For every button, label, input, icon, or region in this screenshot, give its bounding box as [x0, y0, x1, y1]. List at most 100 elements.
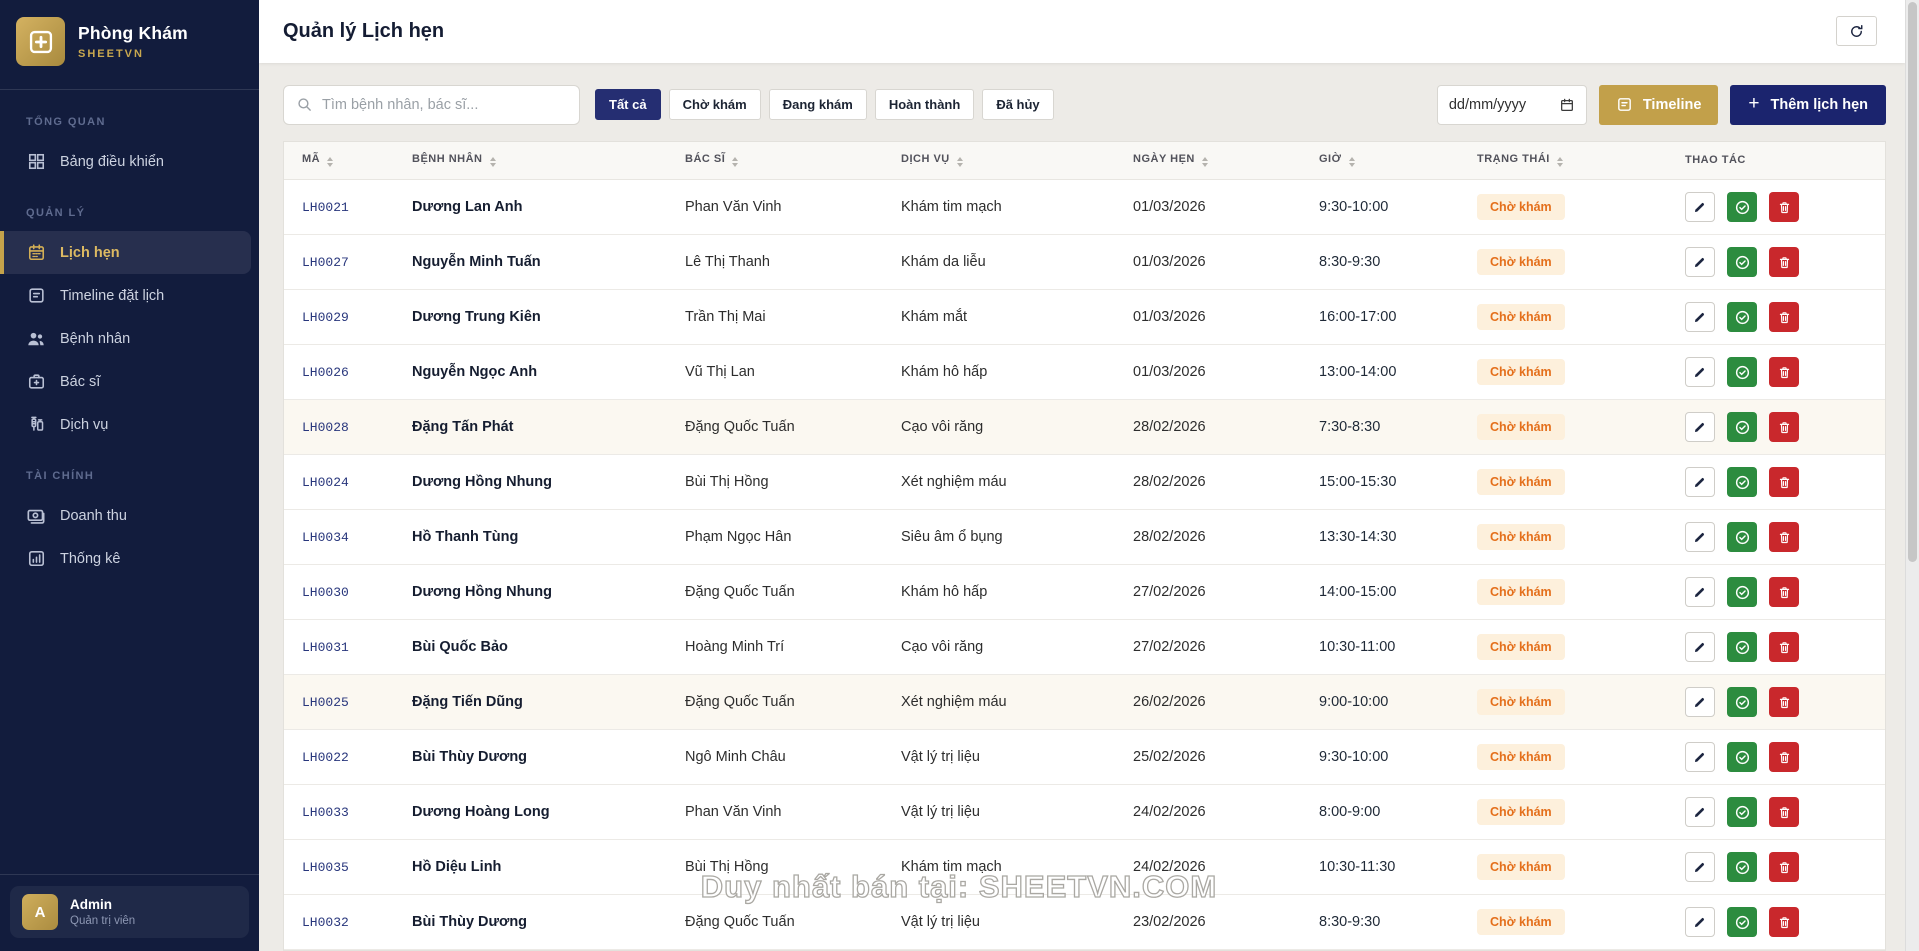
edit-button[interactable]: [1685, 742, 1715, 772]
delete-button[interactable]: [1769, 577, 1800, 607]
patient-name: Dương Hồng Nhung: [402, 564, 675, 620]
sidebar-section-label: TỔNG QUAN: [26, 116, 106, 128]
confirm-button[interactable]: [1727, 852, 1758, 882]
delete-button[interactable]: [1769, 192, 1800, 222]
sidebar-item-dashboard[interactable]: Bảng điều khiển: [0, 140, 259, 183]
add-appointment-button[interactable]: + Thêm lịch hẹn: [1730, 84, 1886, 125]
confirm-button[interactable]: [1727, 577, 1758, 607]
date-filter-input[interactable]: dd/mm/yyyy: [1436, 84, 1587, 125]
timeline-button[interactable]: Timeline: [1598, 84, 1719, 125]
sort-icon: [732, 157, 739, 168]
confirm-button[interactable]: [1727, 247, 1758, 277]
confirm-button[interactable]: [1727, 467, 1758, 497]
delete-button[interactable]: [1769, 852, 1800, 882]
status-badge: Chờ khám: [1477, 634, 1565, 660]
doctor-name: Phan Văn Vinh: [675, 179, 891, 235]
confirm-button[interactable]: [1727, 522, 1758, 552]
delete-button[interactable]: [1769, 797, 1800, 827]
status-badge: Chờ khám: [1477, 799, 1565, 825]
patient-name: Bùi Thùy Dương: [402, 729, 675, 785]
delete-button[interactable]: [1769, 247, 1800, 277]
delete-button[interactable]: [1769, 742, 1800, 772]
search-input[interactable]: [322, 96, 567, 113]
patient-name: Hồ Diệu Linh: [402, 839, 675, 895]
edit-button[interactable]: [1685, 907, 1715, 937]
filter-hoan-thanh[interactable]: Hoàn thành: [874, 89, 975, 120]
confirm-button[interactable]: [1727, 797, 1758, 827]
delete-button[interactable]: [1769, 412, 1800, 442]
vertical-scrollbar[interactable]: [1905, 0, 1919, 951]
doctor-name: Ngô Minh Châu: [675, 729, 891, 785]
delete-button[interactable]: [1769, 632, 1800, 662]
edit-button[interactable]: [1685, 357, 1715, 387]
confirm-button[interactable]: [1727, 632, 1758, 662]
sidebar-item-patients[interactable]: Bệnh nhân: [0, 317, 259, 360]
column-header-bac-si[interactable]: BÁC SĨ: [675, 141, 891, 180]
sidebar-item-timeline[interactable]: Timeline đặt lịch: [0, 274, 259, 317]
doctor-name: Đặng Quốc Tuấn: [675, 399, 891, 455]
profile-section: A Admin Quản trị viên: [0, 874, 259, 951]
column-header-gio[interactable]: GIỜ: [1309, 141, 1467, 180]
confirm-button[interactable]: [1727, 742, 1758, 772]
sidebar-item-doctors[interactable]: Bác sĩ: [0, 360, 259, 403]
scrollbar-thumb[interactable]: [1908, 2, 1917, 562]
delete-button[interactable]: [1769, 522, 1800, 552]
appointment-time: 9:30-10:00: [1309, 729, 1467, 785]
edit-button[interactable]: [1685, 577, 1715, 607]
appointment-time: 13:30-14:30: [1309, 509, 1467, 565]
edit-button[interactable]: [1685, 687, 1715, 717]
edit-button[interactable]: [1685, 632, 1715, 662]
delete-button[interactable]: [1769, 467, 1800, 497]
patients-icon: [26, 329, 46, 349]
edit-button[interactable]: [1685, 852, 1715, 882]
delete-button[interactable]: [1769, 687, 1800, 717]
delete-button[interactable]: [1769, 302, 1800, 332]
column-header-ngay-hen[interactable]: NGÀY HẸN: [1123, 141, 1309, 180]
appointment-code: LH0030: [284, 564, 402, 620]
sidebar-item-statistics[interactable]: Thống kê: [0, 537, 259, 580]
appointment-date: 01/03/2026: [1123, 289, 1309, 345]
confirm-button[interactable]: [1727, 687, 1758, 717]
edit-button[interactable]: [1685, 522, 1715, 552]
edit-button[interactable]: [1685, 247, 1715, 277]
sidebar-item-label: Bệnh nhân: [60, 330, 131, 347]
delete-button[interactable]: [1769, 907, 1800, 937]
column-header-trang-thai[interactable]: TRẠNG THÁI: [1467, 141, 1675, 180]
confirm-button[interactable]: [1727, 412, 1758, 442]
sidebar-item-services[interactable]: Dịch vụ: [0, 403, 259, 446]
column-header-benh-nhan[interactable]: BỆNH NHÂN: [402, 141, 675, 180]
doctor-name: Hoàng Minh Trí: [675, 619, 891, 675]
filter-all[interactable]: Tất cả: [595, 89, 661, 120]
edit-button[interactable]: [1685, 192, 1715, 222]
filter-da-huy[interactable]: Đã hủy: [982, 89, 1054, 120]
delete-button[interactable]: [1769, 357, 1800, 387]
refresh-button[interactable]: [1836, 16, 1877, 47]
appointment-time: 16:00-17:00: [1309, 289, 1467, 345]
filter-dang-kham[interactable]: Đang khám: [768, 89, 867, 120]
filter-group: Tất cả Chờ khám Đang khám Hoàn thành Đã hủy: [595, 89, 1054, 120]
confirm-button[interactable]: [1727, 192, 1758, 222]
edit-button[interactable]: [1685, 412, 1715, 442]
appointment-date: 01/03/2026: [1123, 179, 1309, 235]
appointment-date: 25/02/2026: [1123, 729, 1309, 785]
column-header-ma[interactable]: MÃ: [284, 141, 402, 180]
table-row: LH0034 Hồ Thanh Tùng Phạm Ngọc Hân Siêu …: [284, 509, 1885, 565]
appointment-date: 24/02/2026: [1123, 784, 1309, 840]
edit-button[interactable]: [1685, 797, 1715, 827]
app-logo: Phòng Khám SHEETVN: [0, 0, 259, 90]
confirm-button[interactable]: [1727, 907, 1758, 937]
table-row: LH0026 Nguyễn Ngọc Anh Vũ Thị Lan Khám h…: [284, 344, 1885, 400]
user-profile[interactable]: A Admin Quản trị viên: [10, 886, 249, 938]
sidebar-item-revenue[interactable]: Doanh thu: [0, 494, 259, 537]
column-header-dich-vu[interactable]: DỊCH VỤ: [891, 141, 1123, 180]
confirm-button[interactable]: [1727, 302, 1758, 332]
sidebar-item-appointments[interactable]: Lịch hẹn: [0, 231, 251, 274]
filter-cho-kham[interactable]: Chờ khám: [668, 89, 761, 120]
status-badge: Chờ khám: [1477, 359, 1565, 385]
edit-button[interactable]: [1685, 302, 1715, 332]
confirm-button[interactable]: [1727, 357, 1758, 387]
service-name: Khám tim mạch: [891, 839, 1123, 895]
edit-button[interactable]: [1685, 467, 1715, 497]
